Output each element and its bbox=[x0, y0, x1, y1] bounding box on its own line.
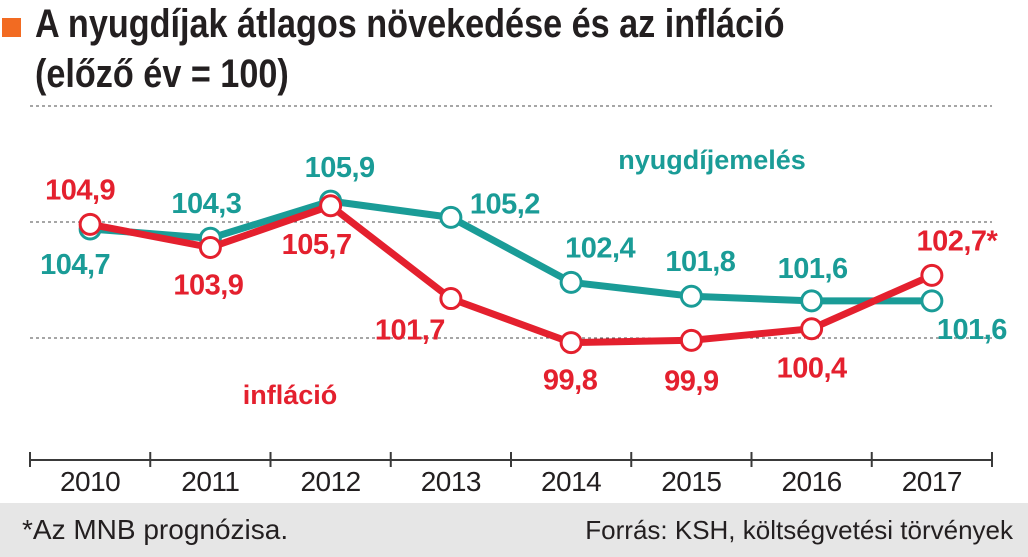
chart-title-line: A nyugdíjak átlagos növekedése és az inf… bbox=[35, 2, 785, 46]
inflation-data-label: 99,9 bbox=[664, 365, 719, 397]
inflation-data-label: 99,8 bbox=[543, 365, 598, 397]
inflation-data-label: 103,9 bbox=[173, 270, 243, 302]
x-tick-label: 2011 bbox=[181, 466, 239, 497]
inflation-data-label: 102,7* bbox=[916, 225, 998, 257]
x-tick-label: 2014 bbox=[541, 466, 601, 497]
x-tick-label: 2012 bbox=[300, 466, 360, 497]
pension-increase-data-label: 101,8 bbox=[665, 246, 735, 278]
inflation-point bbox=[920, 263, 944, 287]
inflation-point bbox=[198, 236, 222, 260]
series-label-pension-increase: nyugdíjemelés bbox=[618, 145, 806, 175]
pension-increase-point bbox=[439, 205, 463, 229]
chart-title: A nyugdíjak átlagos növekedése és az inf… bbox=[35, 0, 785, 99]
pension-increase-line bbox=[86, 197, 936, 305]
inflation-data-label: 100,4 bbox=[777, 353, 847, 385]
pension-increase-data-label: 105,9 bbox=[305, 152, 375, 184]
series bbox=[78, 189, 944, 355]
pension-increase-data-label: 102,4 bbox=[565, 232, 635, 264]
data-labels: 104,7 104,3 105,9 105,2 102,4 101,8 101,6 101,6… bbox=[40, 152, 1008, 397]
pension-increase-point bbox=[920, 289, 944, 313]
inflation-point bbox=[800, 317, 824, 341]
x-tick-label: 2016 bbox=[781, 466, 841, 497]
pension-increase-data-label: 104,3 bbox=[171, 188, 241, 220]
pension-increase-point bbox=[800, 289, 824, 313]
pension-increase-data-label: 104,7 bbox=[40, 249, 110, 281]
inflation-point bbox=[439, 287, 463, 311]
line-chart: 2010 2011 2012 2013 2014 2015 2016 2017 104,710… bbox=[29, 105, 1008, 497]
footer: *Az MNB prognózisa. Forrás: KSH, költség… bbox=[0, 503, 1028, 557]
footnote: *Az MNB prognózisa. bbox=[22, 514, 289, 545]
pension-increase-data-label: 101,6 bbox=[937, 314, 1007, 346]
pension-increase-point bbox=[559, 270, 583, 294]
inflation-point bbox=[319, 194, 343, 218]
pension-increase-point bbox=[679, 284, 703, 308]
chart-subtitle: (előző év = 100) bbox=[35, 52, 289, 96]
inflation-point bbox=[78, 212, 102, 236]
inflation-point bbox=[559, 331, 583, 355]
x-tick-label: 2013 bbox=[421, 466, 481, 497]
inflation-series bbox=[78, 194, 944, 355]
pension-increase-data-label: 101,6 bbox=[778, 253, 848, 285]
inflation-data-label: 105,7 bbox=[282, 229, 352, 261]
title-accent-square bbox=[2, 18, 21, 37]
inflation-point bbox=[679, 328, 703, 352]
series-label-inflation: infláció bbox=[243, 380, 338, 410]
x-tick-label: 2015 bbox=[661, 466, 721, 497]
x-tick-label: 2010 bbox=[60, 466, 120, 497]
x-tick-label: 2017 bbox=[902, 466, 962, 497]
inflation-data-label: 101,7 bbox=[375, 315, 445, 347]
source-note: Forrás: KSH, költségvetési törvények bbox=[585, 515, 1013, 545]
inflation-data-label: 104,9 bbox=[45, 174, 115, 206]
gridlines bbox=[30, 105, 992, 339]
x-axis: 2010 2011 2012 2013 2014 2015 2016 2017 bbox=[29, 452, 993, 497]
pension-increase-data-label: 105,2 bbox=[470, 188, 540, 220]
inflation-line bbox=[86, 202, 936, 347]
